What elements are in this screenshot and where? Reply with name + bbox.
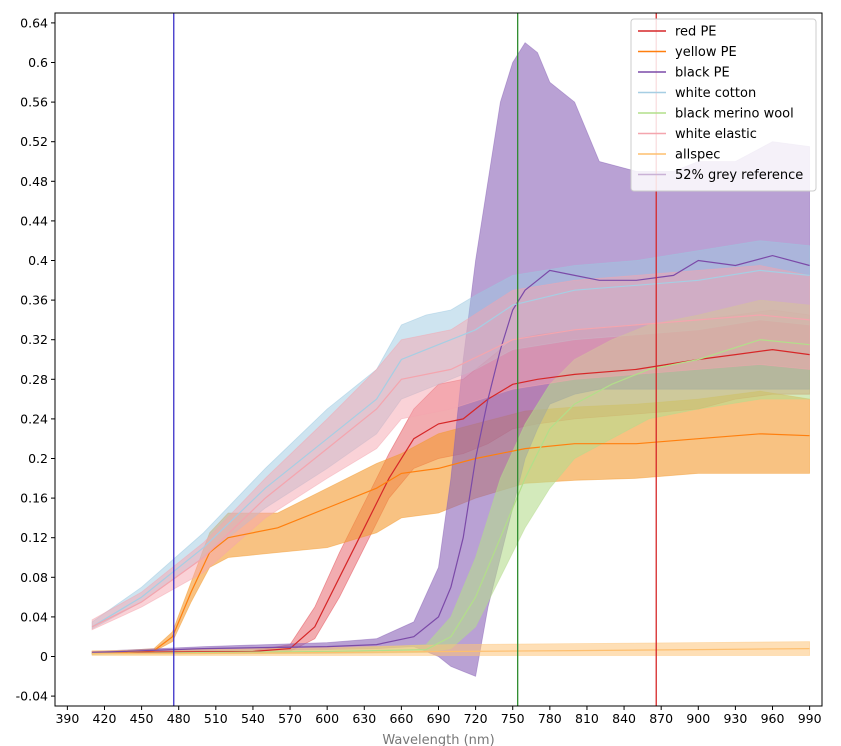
legend-label: red PE: [675, 25, 717, 40]
y-tick-label: 0.08: [20, 570, 48, 585]
legend-label: 52% grey reference: [675, 168, 803, 183]
legend-label: allspec: [675, 148, 720, 163]
y-tick-label: 0.44: [20, 213, 48, 228]
y-tick-label: 0: [40, 649, 48, 664]
line-white-elastic: [91, 314, 810, 628]
x-tick-label: 990: [798, 711, 822, 726]
y-axis-ticks: -0.04 0 0.04 0.08 0.12 0.16 0.2 0.24 0.28 0.32 0.3…: [16, 15, 55, 704]
x-axis-label: Wavelength (nm): [382, 733, 494, 746]
y-tick-label: 0.16: [20, 491, 48, 506]
y-tick-label: 0.2: [28, 451, 48, 466]
x-tick-label: 900: [686, 711, 710, 726]
band-black-merino-wool: [91, 299, 810, 655]
y-tick-label: 0.12: [20, 530, 48, 545]
y-tick-label: 0.28: [20, 372, 48, 387]
y-tick-label: 0.48: [20, 174, 48, 189]
y-tick-label: 0.32: [20, 332, 48, 347]
x-tick-label: 510: [204, 711, 228, 726]
x-tick-label: 780: [538, 711, 562, 726]
x-tick-label: 540: [241, 711, 265, 726]
series-lines: [91, 254, 810, 655]
y-tick-label: 0.36: [20, 293, 48, 308]
line-allspec: [92, 647, 810, 655]
x-tick-label: 600: [315, 711, 339, 726]
x-tick-label: 810: [575, 711, 599, 726]
legend-label: white cotton: [675, 86, 756, 101]
band-white-elastic: [91, 265, 810, 631]
line-white-cotton: [91, 269, 810, 628]
legend-label: yellow PE: [675, 45, 737, 60]
band-yellow-pe: [91, 390, 810, 655]
x-axis-ticks: 390 420 450 480 510 540 570 600 630 660 690 720 750 7…: [55, 706, 822, 726]
y-tick-label: 0.56: [20, 95, 48, 110]
y-tick-label: -0.04: [16, 689, 48, 704]
x-tick-label: 420: [93, 711, 117, 726]
x-tick-label: 930: [723, 711, 747, 726]
x-tick-label: 390: [55, 711, 79, 726]
line-black-merino-wool: [92, 339, 810, 655]
x-tick-label: 870: [649, 711, 673, 726]
y-tick-label: 0.24: [20, 411, 48, 426]
y-tick-label: 0.52: [20, 134, 48, 149]
x-tick-label: 960: [761, 711, 785, 726]
x-tick-label: 690: [427, 711, 451, 726]
legend: red PE yellow PE black PE white cotton black…: [630, 18, 817, 192]
x-tick-label: 630: [352, 711, 376, 726]
legend-box: [630, 18, 817, 192]
x-tick-label: 570: [278, 711, 302, 726]
y-tick-label: 0.4: [28, 253, 48, 268]
y-tick-label: 0.04: [20, 609, 48, 624]
x-tick-label: 660: [389, 711, 413, 726]
confidence-bands: [91, 42, 810, 677]
y-tick-label: 0.64: [20, 15, 48, 30]
x-tick-label: 450: [130, 711, 154, 726]
legend-label: black merino wool: [675, 107, 794, 122]
line-yellow-pe: [92, 433, 810, 655]
x-tick-label: 750: [501, 711, 525, 726]
x-tick-label: 840: [612, 711, 636, 726]
legend-label: white elastic: [675, 127, 757, 142]
x-tick-label: 720: [464, 711, 488, 726]
line-black-pe: [92, 254, 810, 654]
legend-label: black PE: [675, 66, 730, 81]
x-tick-label: 480: [167, 711, 191, 726]
y-tick-label: 0.6: [28, 55, 48, 70]
